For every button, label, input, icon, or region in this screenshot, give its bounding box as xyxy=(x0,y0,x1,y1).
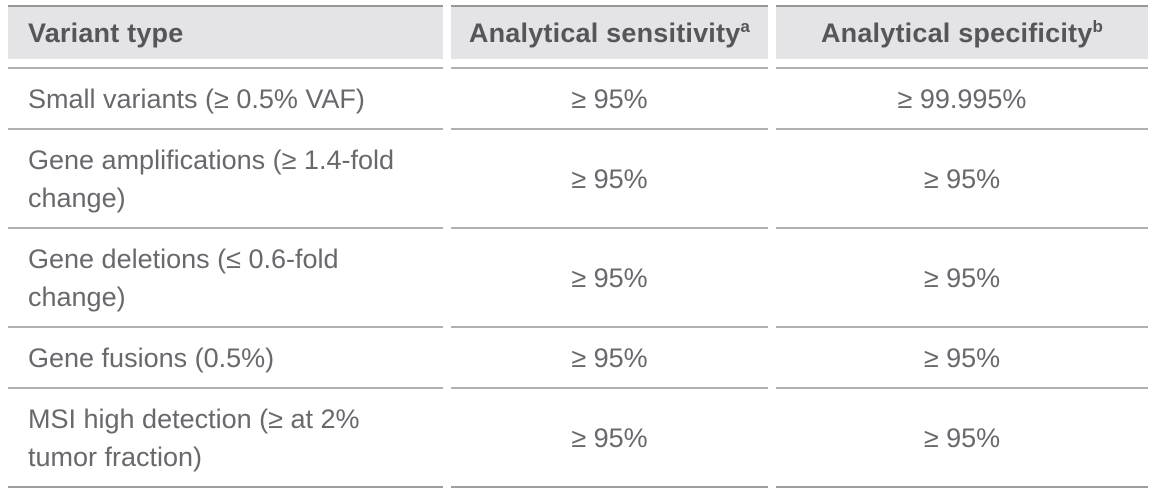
header-cell-specificity: Analytical specificityb xyxy=(776,5,1148,67)
header-label-variant-type: Variant type xyxy=(28,18,184,48)
table-row: Gene fusions (0.5%) ≥ 95% ≥ 95% xyxy=(8,326,1148,387)
cell-variant: Gene deletions (≤ 0.6-fold change) xyxy=(8,227,443,326)
cell-specificity: ≥ 95% xyxy=(776,387,1148,488)
table-row: MSI high detection (≥ at 2% tumor fracti… xyxy=(8,387,1148,488)
cell-variant: Gene fusions (0.5%) xyxy=(8,326,443,387)
cell-sensitivity: ≥ 95% xyxy=(451,128,768,227)
header-cell-variant-type: Variant type xyxy=(8,5,443,67)
cell-variant: Small variants (≥ 0.5% VAF) xyxy=(8,67,443,128)
footnote-a-mark: a xyxy=(740,17,751,36)
cell-specificity: ≥ 99.995% xyxy=(776,67,1148,128)
table-row: Small variants (≥ 0.5% VAF) ≥ 95% ≥ 99.9… xyxy=(8,67,1148,128)
analytical-performance-table: Variant type Analytical sensitivitya Ana… xyxy=(0,5,1156,488)
header-label-sensitivity: Analytical sensitivity xyxy=(468,18,741,48)
table-row: Gene amplifications (≥ 1.4-fold change) … xyxy=(8,128,1148,227)
header-label-specificity: Analytical specificity xyxy=(820,18,1093,48)
cell-sensitivity: ≥ 95% xyxy=(451,67,768,128)
cell-specificity: ≥ 95% xyxy=(776,326,1148,387)
cell-specificity: ≥ 95% xyxy=(776,227,1148,326)
cell-sensitivity: ≥ 95% xyxy=(451,227,768,326)
cell-variant: MSI high detection (≥ at 2% tumor fracti… xyxy=(8,387,443,488)
cell-sensitivity: ≥ 95% xyxy=(451,326,768,387)
footnote-b-mark: b xyxy=(1092,17,1104,36)
table-body: Small variants (≥ 0.5% VAF) ≥ 95% ≥ 99.9… xyxy=(8,67,1148,488)
table-row: Gene deletions (≤ 0.6-fold change) ≥ 95%… xyxy=(8,227,1148,326)
cell-specificity: ≥ 95% xyxy=(776,128,1148,227)
table-header: Variant type Analytical sensitivitya Ana… xyxy=(8,5,1148,67)
cell-sensitivity: ≥ 95% xyxy=(451,387,768,488)
header-cell-sensitivity: Analytical sensitivitya xyxy=(451,5,768,67)
cell-variant: Gene amplifications (≥ 1.4-fold change) xyxy=(8,128,443,227)
header-row: Variant type Analytical sensitivitya Ana… xyxy=(8,5,1148,67)
